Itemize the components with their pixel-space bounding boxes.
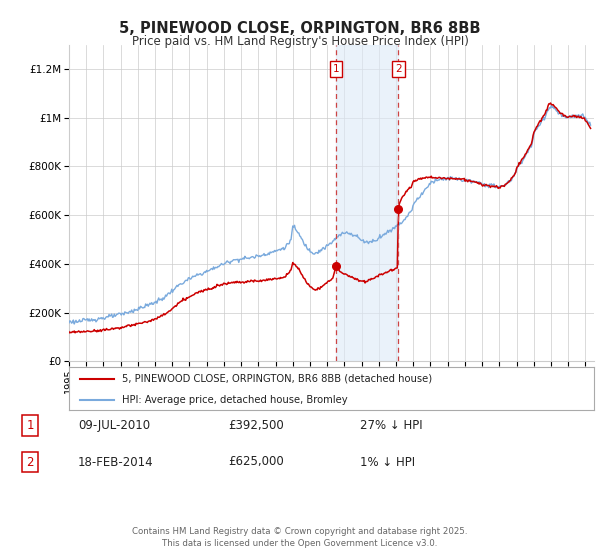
Text: 2: 2 xyxy=(26,455,34,469)
Text: 2: 2 xyxy=(395,64,401,74)
Text: 18-FEB-2014: 18-FEB-2014 xyxy=(78,455,154,469)
Bar xyxy=(336,45,398,361)
Text: 09-JUL-2010: 09-JUL-2010 xyxy=(78,419,150,432)
Text: Contains HM Land Registry data © Crown copyright and database right 2025.
This d: Contains HM Land Registry data © Crown c… xyxy=(132,527,468,548)
Text: 1% ↓ HPI: 1% ↓ HPI xyxy=(360,455,415,469)
Text: HPI: Average price, detached house, Bromley: HPI: Average price, detached house, Brom… xyxy=(121,395,347,405)
Text: Price paid vs. HM Land Registry's House Price Index (HPI): Price paid vs. HM Land Registry's House … xyxy=(131,35,469,48)
Text: 5, PINEWOOD CLOSE, ORPINGTON, BR6 8BB: 5, PINEWOOD CLOSE, ORPINGTON, BR6 8BB xyxy=(119,21,481,36)
Text: £625,000: £625,000 xyxy=(228,455,284,469)
Text: 1: 1 xyxy=(333,64,340,74)
Text: £392,500: £392,500 xyxy=(228,419,284,432)
Text: 27% ↓ HPI: 27% ↓ HPI xyxy=(360,419,422,432)
Text: 5, PINEWOOD CLOSE, ORPINGTON, BR6 8BB (detached house): 5, PINEWOOD CLOSE, ORPINGTON, BR6 8BB (d… xyxy=(121,374,431,384)
Text: 1: 1 xyxy=(26,419,34,432)
